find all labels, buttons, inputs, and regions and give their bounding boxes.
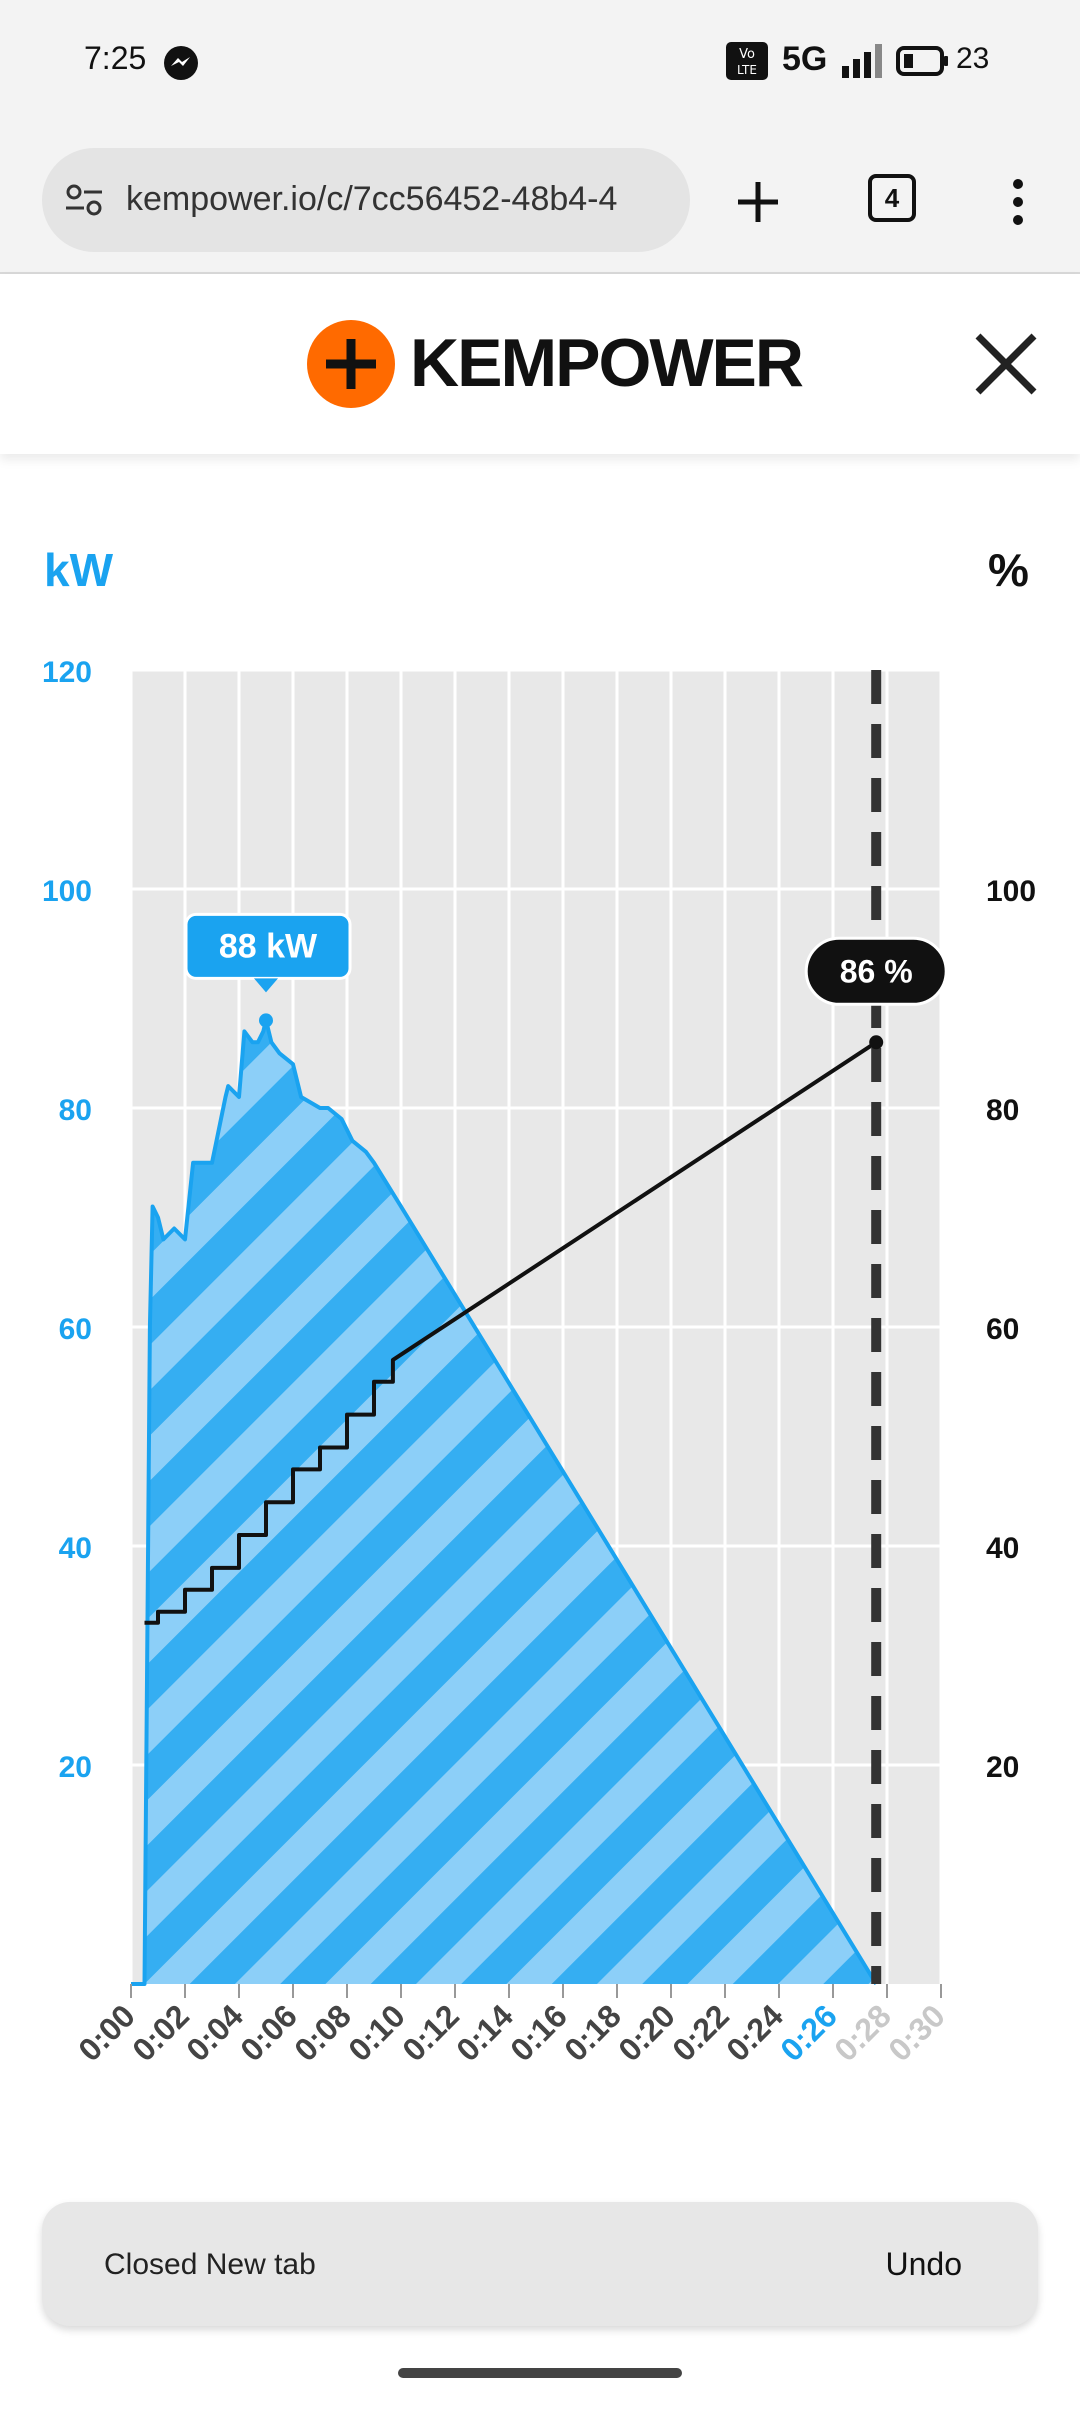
soc-label-bubble xyxy=(804,936,948,1006)
x-tick-label: 0:00 xyxy=(71,1997,142,2068)
volte-icon: Vo LTE xyxy=(726,42,768,80)
y-tick-right: 40 xyxy=(986,1532,1019,1565)
y-tick-left: 80 xyxy=(59,1094,92,1127)
signal-icon xyxy=(842,44,882,78)
tab-switcher-button[interactable]: 4 xyxy=(868,174,916,222)
charging-chart: 88 kW 86 % 20 40 60 80 100 120 20 40 60 80 100 0:00 0… xyxy=(0,454,1080,2074)
y-tick-right: 80 xyxy=(986,1094,1019,1127)
y-tick-right: 100 xyxy=(986,875,1036,908)
soc-series-line xyxy=(144,1040,878,1625)
x-tick-label: 0:02 xyxy=(125,1997,196,2068)
brand-name: KEMPOWER xyxy=(410,325,804,401)
status-bar: 7:25 Vo LTE 5G 23 xyxy=(0,0,1080,130)
x-tick-label: 0:12 xyxy=(395,1997,466,2068)
svg-text:Vo: Vo xyxy=(739,47,755,62)
x-tick-label: 0:10 xyxy=(341,1997,412,2068)
plus-logo-icon xyxy=(307,320,395,408)
new-tab-icon[interactable] xyxy=(730,174,786,230)
url-text[interactable]: kempower.io/c/7cc56452-48b4-4 xyxy=(126,180,618,218)
y-tick-right: 20 xyxy=(986,1751,1019,1784)
x-tick-label: 0:22 xyxy=(665,1997,736,2068)
battery-icon xyxy=(896,46,948,76)
x-tick-label: 0:06 xyxy=(233,1997,304,2068)
x-tick-label: 0:08 xyxy=(287,1997,358,2068)
y-tick-left: 120 xyxy=(42,656,92,689)
y-tick-left: 100 xyxy=(42,875,92,908)
x-tick-label: 0:04 xyxy=(179,1997,250,2068)
kw-series-line xyxy=(131,1018,878,1986)
y-tick-right: 60 xyxy=(986,1313,1019,1346)
kw-area-fill xyxy=(131,1020,877,1984)
svg-text:LTE: LTE xyxy=(737,63,757,77)
site-header: KEMPOWER xyxy=(0,274,1080,454)
peak-label-pointer xyxy=(254,978,278,993)
x-tick-label: 0:16 xyxy=(503,1997,574,2068)
undo-button[interactable]: Undo xyxy=(885,2246,963,2282)
network-type: 5G xyxy=(782,40,828,78)
snackbar-message: Closed New tab xyxy=(104,2248,316,2281)
right-axis-title: % xyxy=(988,544,1029,596)
close-icon[interactable] xyxy=(972,330,1040,398)
x-tick-label: 0:18 xyxy=(557,1997,628,2068)
battery-level: 23 xyxy=(956,42,990,75)
site-settings-icon[interactable] xyxy=(64,180,104,220)
x-tick-label: 0:24 xyxy=(719,1997,790,2068)
soc-point xyxy=(869,1035,884,1050)
y-tick-left: 20 xyxy=(59,1751,92,1784)
address-bar[interactable]: kempower.io/c/7cc56452-48b4-4 xyxy=(42,148,690,252)
browser-toolbar: kempower.io/c/7cc56452-48b4-4 4 xyxy=(0,130,1080,274)
menu-icon[interactable] xyxy=(1000,174,1036,230)
snackbar: Closed New tab Undo xyxy=(42,2202,1038,2326)
peak-label: 88 kW xyxy=(219,927,318,965)
soc-label: 86 % xyxy=(840,953,913,989)
peak-point xyxy=(259,1013,273,1028)
x-tick-label: 0:26 xyxy=(773,1997,844,2068)
x-tick-label: 0:20 xyxy=(611,1997,682,2068)
x-tick-label: 0:28 xyxy=(827,1997,898,2068)
left-axis-title: kW xyxy=(44,544,114,596)
x-tick-label: 0:30 xyxy=(881,1997,952,2068)
messenger-icon xyxy=(164,46,198,80)
x-tick-label: 0:14 xyxy=(449,1997,520,2068)
home-indicator[interactable] xyxy=(398,2368,682,2378)
y-tick-left: 40 xyxy=(59,1532,92,1565)
status-time: 7:25 xyxy=(84,40,147,76)
y-tick-left: 60 xyxy=(59,1313,92,1346)
